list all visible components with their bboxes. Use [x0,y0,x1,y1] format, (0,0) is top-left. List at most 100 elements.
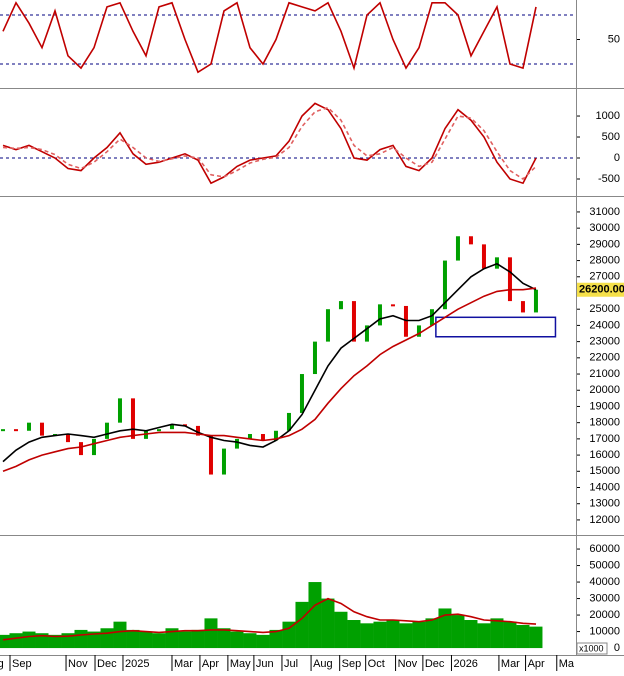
y-tick-label: 27000 [589,271,620,283]
y-tick-label: 50000 [589,559,620,571]
volume-bar [425,618,439,649]
price-bar [26,422,31,431]
volume-bar [373,621,387,649]
x-tick-label: Jul [284,658,298,670]
y-tick-label: 15000 [589,465,620,477]
price-bar [325,309,330,342]
y-tick-label: 17000 [589,433,620,445]
y-tick-label: 30000 [589,592,620,604]
volume-bar [529,626,543,649]
price-bar [78,442,83,456]
y-tick-label: 18000 [589,417,620,429]
volume-bar [295,601,309,649]
volume-bar [347,620,361,649]
y-tick-label: 19000 [589,400,620,412]
price-bar [533,289,538,313]
x-tick-label: 2026 [453,658,477,670]
volume-bar [516,624,530,649]
x-tick-label: Apr [528,658,545,670]
price-bar [13,429,18,432]
price-bar [260,434,265,441]
y-tick-label: 16000 [589,449,620,461]
volume-bar [87,631,101,649]
volume-bar [0,634,10,649]
y-tick-label: -500 [598,173,620,185]
last-price-box [577,282,624,297]
volume-bar [269,629,283,649]
price-bar [247,434,252,439]
price-bar [221,448,226,475]
x-tick-label: 2025 [125,658,149,670]
y-tick-label: 14000 [589,481,620,493]
y-tick-label: 30000 [589,222,620,234]
y-tick-label: 0 [614,152,620,164]
volume-bar [438,608,452,649]
x-tick-label: Dec [97,658,117,670]
y-tick-label: 21000 [589,368,620,380]
panel [0,582,543,649]
price-bar [273,430,278,441]
price-bar [208,435,213,475]
y-tick-label: 31000 [589,206,620,218]
price-bar [104,422,109,439]
x-tick-label: May [230,658,251,670]
volume-bar [334,611,348,649]
price-bar [442,260,447,310]
y-tick-label: 23000 [589,336,620,348]
unit-label: x1000 [579,643,604,653]
series-line [2,262,537,463]
x-tick-label: Sep [12,658,32,670]
price-bar [351,301,356,342]
price-bar [299,374,304,413]
x-tick-label: Jun [256,658,274,670]
volume-bar [256,634,270,649]
volume-bar [230,631,244,649]
volume-bar [139,631,153,649]
y-tick-label: 13000 [589,498,620,510]
price-bar [65,434,70,443]
price-bar [481,244,486,269]
volume-bar [399,623,413,649]
series-line [2,597,537,641]
price-bar [91,438,96,456]
volume-bar [490,618,504,649]
volume-bar [464,620,478,649]
price-bar [507,257,512,302]
volume-bar [204,618,218,649]
volume-bar [282,621,296,649]
volume-bar [503,621,517,649]
volume-bar [178,631,192,649]
volume-bar [412,621,426,649]
panel [0,236,557,475]
y-tick-label: 22000 [589,352,620,364]
volume-bar [477,623,491,649]
price-bar [338,301,343,310]
volume-bar [308,582,322,649]
volume-bar [243,633,257,649]
x-tick-label: Mar [501,658,520,670]
price-bar [169,424,174,430]
volume-bar [48,634,62,649]
price-bar [234,438,239,449]
price-bar [429,309,434,326]
panel [0,102,576,185]
y-tick-label: 28000 [589,254,620,266]
volume-bar [165,628,179,649]
y-tick-label: 50 [608,33,620,45]
price-bar [468,236,473,245]
volume-bar [152,633,166,649]
y-tick-label: 60000 [589,543,620,555]
volume-bar [360,623,374,649]
y-tick-label: 12000 [589,514,620,526]
series-line [2,106,537,181]
price-bar [195,425,200,436]
y-tick-label: 20000 [589,384,620,396]
x-tick-label: Aug [313,658,333,670]
volume-bar [74,629,88,649]
volume-bar [35,633,49,649]
volume-bar [321,598,335,649]
x-tick-label: Mar [174,658,193,670]
last-price-label: 26200.00 [579,284,624,296]
